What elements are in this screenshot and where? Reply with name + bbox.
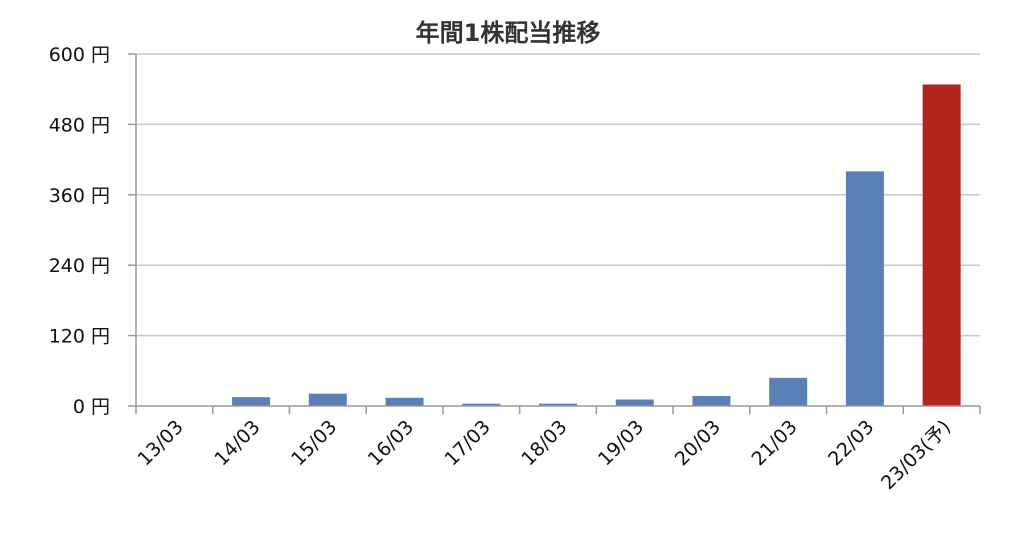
x-tick-label: 13/03 — [134, 416, 188, 470]
bar-17/03 — [462, 403, 501, 406]
y-tick-label: 120 円 — [49, 326, 110, 348]
y-tick-label: 240 円 — [49, 255, 110, 277]
y-axis-ticks: 0 円 120 円 240 円 360 円 480 円 600 円 — [49, 44, 110, 418]
x-tick-label: 23/03(予) — [877, 416, 955, 494]
x-tick-label: 17/03 — [441, 416, 495, 470]
bar-14/03 — [232, 397, 271, 406]
x-tick-label: 18/03 — [517, 416, 571, 470]
x-tick-label: 20/03 — [671, 416, 725, 470]
x-tick-label: 19/03 — [594, 416, 648, 470]
x-tick-label: 15/03 — [287, 416, 341, 470]
bar-15/03 — [308, 393, 347, 406]
axes — [128, 53, 981, 414]
y-tick-label: 600 円 — [49, 44, 110, 66]
bars — [232, 84, 961, 407]
x-tick-label: 14/03 — [210, 416, 264, 470]
x-tick-label: 16/03 — [364, 416, 418, 470]
bar-21/03 — [769, 377, 808, 406]
chart-title: 年間1株配当推移 — [416, 19, 601, 47]
bar-22/03 — [845, 171, 884, 406]
bar-18/03 — [539, 403, 577, 406]
x-tick-label: 21/03 — [747, 416, 801, 470]
y-tick-label: 480 円 — [49, 114, 110, 136]
y-tick-label: 360 円 — [49, 185, 110, 207]
bar-23/03(予) — [922, 84, 961, 407]
x-axis-ticks: 13/03 14/03 15/03 16/03 17/03 18/03 19/03 20/03… — [134, 416, 956, 494]
bar-19/03 — [615, 399, 654, 406]
bar-16/03 — [385, 397, 424, 406]
bar-20/03 — [692, 396, 731, 406]
y-tick-label: 0 円 — [73, 396, 110, 418]
grid-lines — [136, 53, 980, 337]
x-tick-label: 22/03 — [824, 416, 878, 470]
